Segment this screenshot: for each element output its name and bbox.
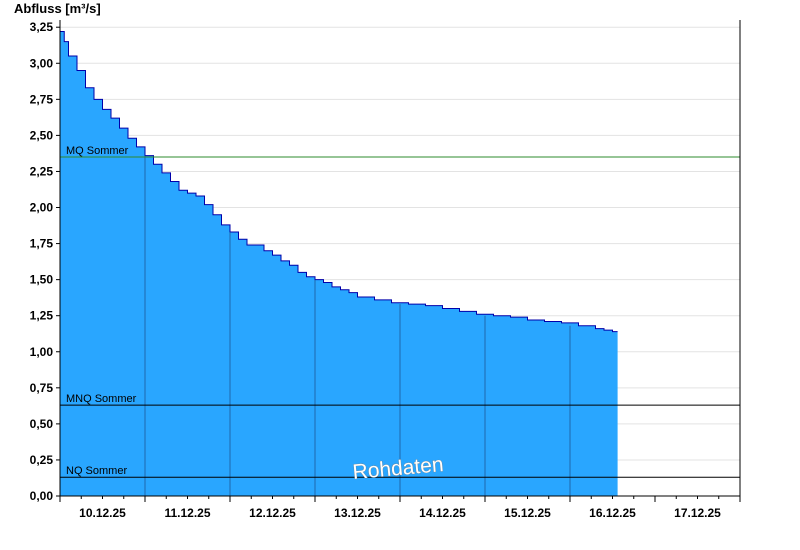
- data-area: [60, 31, 618, 496]
- reference-lines: MQ Sommer MNQ Sommer NQ Sommer: [60, 145, 740, 478]
- y-tick-label: 2,00: [30, 201, 54, 215]
- y-tick-label: 0,50: [30, 417, 54, 431]
- y-tick-label: 0,25: [30, 453, 54, 467]
- x-tick-label: 11.12.25: [164, 506, 210, 520]
- reference-label: MNQ Sommer: [66, 393, 137, 405]
- x-tick-label: 15.12.25: [504, 506, 551, 520]
- y-tick-label: 1,00: [30, 345, 54, 359]
- y-tick-label: 3,00: [30, 56, 54, 70]
- x-tick-label: 13.12.25: [334, 506, 381, 520]
- x-tick-label: 14.12.25: [419, 506, 466, 520]
- x-tick-label: 12.12.25: [249, 506, 296, 520]
- y-tick-label: 1,50: [30, 273, 54, 287]
- y-tick-label: 2,50: [30, 128, 54, 142]
- y-axis-title: Abfluss [m³/s]: [14, 1, 101, 16]
- y-tick-label: 1,25: [30, 309, 54, 323]
- x-tick-label: 10.12.25: [79, 506, 126, 520]
- y-tick-label: 3,25: [30, 20, 54, 34]
- x-tick-label: 17.12.25: [674, 506, 721, 520]
- reference-label: NQ Sommer: [66, 465, 127, 477]
- x-tick-label: 16.12.25: [589, 506, 636, 520]
- y-tick-label: 1,75: [30, 237, 54, 251]
- y-tick-label: 2,75: [30, 92, 54, 106]
- axes: [56, 20, 741, 502]
- discharge-line: [60, 31, 618, 333]
- y-tick-label: 0,00: [30, 489, 54, 503]
- tick-labels: 0,00 0,25 0,50 0,75 1,00 1,25 1,50 1,75 2,00 2,25…: [30, 20, 722, 520]
- discharge-area: [60, 31, 618, 496]
- day-separators: [144, 155, 571, 496]
- y-tick-label: 2,25: [30, 164, 54, 178]
- y-tick-label: 0,75: [30, 381, 54, 395]
- reference-label: MQ Sommer: [66, 145, 129, 157]
